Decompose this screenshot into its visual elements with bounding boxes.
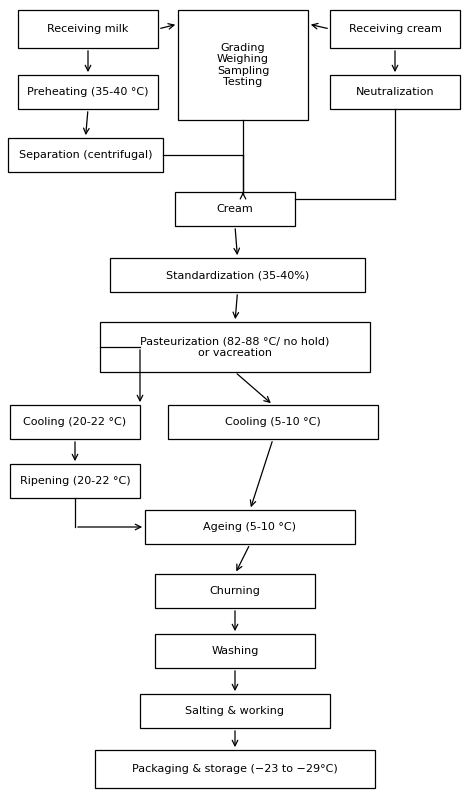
Bar (178, 10, 308, 120)
Bar (330, 75, 460, 109)
Bar (155, 634, 315, 668)
Bar (18, 10, 158, 48)
Text: Cooling (5-10 °C): Cooling (5-10 °C) (225, 417, 321, 427)
Text: Churning: Churning (210, 586, 260, 596)
Text: Salting & working: Salting & working (185, 706, 284, 716)
Bar (8, 138, 163, 172)
Text: Cream: Cream (217, 204, 254, 214)
Text: Pasteurization (82-88 °C/ no hold)
or vacreation: Pasteurization (82-88 °C/ no hold) or va… (140, 336, 330, 358)
Bar (10, 464, 140, 498)
Text: Ageing (5-10 °C): Ageing (5-10 °C) (203, 522, 297, 532)
Bar (145, 510, 355, 544)
Text: Grading
Weighing
Sampling
Testing: Grading Weighing Sampling Testing (217, 42, 269, 88)
Text: Preheating (35-40 °C): Preheating (35-40 °C) (27, 87, 149, 97)
Text: Washing: Washing (211, 646, 259, 656)
Text: Neutralization: Neutralization (356, 87, 434, 97)
Text: Receiving cream: Receiving cream (348, 24, 441, 34)
Text: Ripening (20-22 °C): Ripening (20-22 °C) (20, 476, 130, 486)
Bar (330, 10, 460, 48)
Text: Packaging & storage (−23 to −29°C): Packaging & storage (−23 to −29°C) (132, 764, 338, 774)
Text: Receiving milk: Receiving milk (47, 24, 128, 34)
Bar (140, 694, 330, 728)
Bar (95, 750, 375, 788)
Bar (110, 258, 365, 292)
Text: Cooling (20-22 °C): Cooling (20-22 °C) (23, 417, 127, 427)
Bar (168, 405, 378, 439)
Bar (155, 574, 315, 608)
Bar (100, 322, 370, 372)
Text: Separation (centrifugal): Separation (centrifugal) (19, 150, 152, 160)
Bar (10, 405, 140, 439)
Bar (175, 192, 295, 226)
Text: Standardization (35-40%): Standardization (35-40%) (166, 270, 309, 280)
Bar (18, 75, 158, 109)
